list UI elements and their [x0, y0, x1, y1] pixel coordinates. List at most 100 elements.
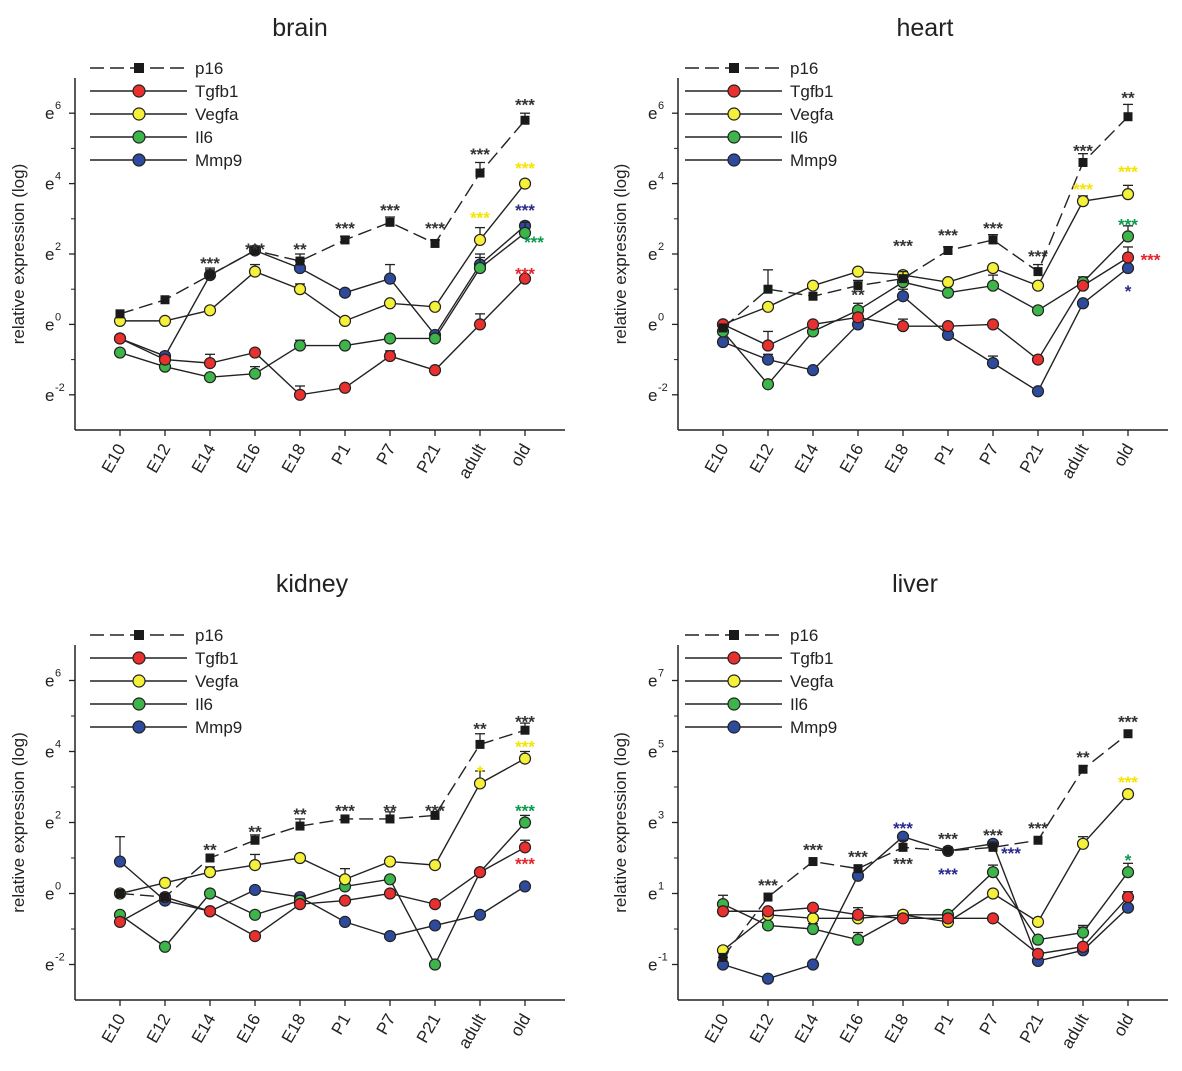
x-tick-label: E16 — [836, 441, 868, 477]
significance-stars: *** — [200, 254, 220, 273]
significance-stars: *** — [893, 855, 913, 874]
point-Mmp9-P21 — [428, 919, 442, 932]
y-tick-label: e — [648, 672, 657, 691]
point-p16-P21 — [430, 238, 440, 248]
point-Tgfb1-adult — [473, 318, 487, 331]
y-tick-label: e — [648, 315, 657, 334]
legend-marker-Tgfb1 — [132, 651, 146, 665]
point-p16-P7 — [988, 842, 998, 852]
x-tick-label: E18 — [278, 441, 310, 477]
x-tick-label: E12 — [746, 1011, 778, 1047]
significance-stars: *** — [515, 159, 535, 178]
significance-stars: ** — [293, 240, 307, 259]
y-tick-exponent: 6 — [55, 100, 61, 112]
series-line-Il6 — [119, 232, 526, 378]
x-tick-label: E12 — [143, 1011, 175, 1047]
legend-label-p16: p16 — [195, 626, 223, 645]
series-line-p16 — [722, 733, 1129, 958]
point-Vegfa-adult — [1076, 195, 1090, 208]
series-line-Vegfa — [119, 757, 526, 895]
point-p16-P1 — [340, 235, 350, 245]
legend-label-Mmp9: Mmp9 — [790, 151, 837, 170]
point-Vegfa-E16 — [248, 858, 262, 872]
x-tick-label: adult — [1058, 1010, 1093, 1052]
y-tick-label: e — [45, 885, 54, 904]
x-tick-label: P7 — [976, 441, 1003, 469]
point-Il6-adult — [1076, 926, 1090, 939]
x-tick-label: E16 — [233, 1011, 265, 1047]
x-tick-label: adult — [455, 1010, 490, 1052]
chart-title: kidney — [276, 570, 349, 598]
point-Vegfa-P7 — [383, 297, 397, 310]
point-p16-P1 — [943, 245, 953, 255]
significance-stars: *** — [758, 876, 778, 895]
x-tick-label: P21 — [1016, 441, 1048, 477]
y-tick-label: e — [45, 386, 54, 405]
legend-marker-Il6 — [727, 697, 741, 711]
legend-marker-p16 — [134, 630, 144, 640]
significance-stars: *** — [803, 840, 823, 859]
point-Il6-adult — [473, 261, 487, 275]
legend-marker-Il6 — [727, 130, 741, 144]
significance-stars: ** — [1076, 748, 1090, 767]
point-Tgfb1-E18 — [293, 898, 307, 911]
point-p16-adult — [1078, 764, 1088, 774]
point-Vegfa-P21 — [1031, 279, 1045, 292]
point-p16-E14 — [808, 291, 818, 301]
significance-stars: *** — [983, 826, 1003, 845]
series-line-Tgfb1 — [722, 256, 1129, 361]
significance-stars: ** — [293, 805, 307, 824]
y-tick-exponent: 7 — [658, 668, 664, 680]
legend-marker-Vegfa — [132, 674, 146, 688]
point-Mmp9-E10 — [113, 855, 127, 868]
significance-stars: *** — [524, 233, 544, 252]
point-Tgfb1-P21 — [1031, 947, 1045, 960]
legend-label-Mmp9: Mmp9 — [195, 718, 242, 737]
point-Mmp9-adult — [473, 908, 487, 921]
x-tick-label: E14 — [791, 441, 823, 477]
series-line-Mmp9 — [722, 267, 1129, 393]
y-axis-label: relative expression (log) — [9, 732, 28, 912]
legend-marker-Vegfa — [727, 107, 741, 121]
point-Tgfb1-old — [1121, 251, 1135, 264]
point-Vegfa-E18 — [293, 283, 307, 296]
point-Il6-P7 — [383, 873, 397, 886]
y-tick-exponent: 4 — [55, 171, 61, 183]
legend-label-Vegfa: Vegfa — [195, 672, 239, 691]
point-Mmp9-old — [1121, 901, 1135, 914]
legend-label-p16: p16 — [195, 59, 223, 78]
chart-title: liver — [892, 570, 938, 598]
point-Mmp9-old — [1121, 261, 1135, 275]
point-Tgfb1-E16 — [248, 346, 262, 359]
point-p16-E18 — [898, 274, 908, 284]
x-tick-label: old — [507, 1011, 535, 1040]
x-tick-label: E16 — [233, 441, 265, 477]
point-p16-E18 — [898, 842, 908, 852]
point-Mmp9-P7 — [383, 272, 397, 285]
significance-stars: *** — [1028, 247, 1048, 266]
y-tick-label: e — [45, 104, 54, 123]
point-p16-E12 — [763, 892, 773, 902]
y-tick-exponent: 0 — [55, 311, 61, 323]
point-Tgfb1-E18 — [896, 912, 910, 925]
x-tick-label: P1 — [328, 441, 355, 469]
significance-stars: *** — [983, 219, 1003, 238]
point-Tgfb1-E18 — [293, 388, 307, 401]
point-Tgfb1-adult — [1076, 940, 1090, 953]
point-Tgfb1-P7 — [383, 887, 397, 900]
x-tick-label: old — [1110, 441, 1138, 470]
y-tick-label: e — [45, 956, 54, 975]
point-Vegfa-E12 — [761, 300, 775, 313]
point-Vegfa-P1 — [338, 873, 352, 886]
point-p16-E16 — [250, 245, 260, 255]
x-tick-label: E18 — [278, 1011, 310, 1047]
point-Il6-E14 — [203, 887, 217, 900]
y-tick-label: e — [45, 175, 54, 194]
legend-marker-Il6 — [132, 130, 146, 144]
point-Tgfb1-P7 — [986, 318, 1000, 331]
legend-label-Mmp9: Mmp9 — [195, 151, 242, 170]
point-Tgfb1-E16 — [851, 311, 865, 324]
legend-marker-Mmp9 — [132, 720, 146, 734]
